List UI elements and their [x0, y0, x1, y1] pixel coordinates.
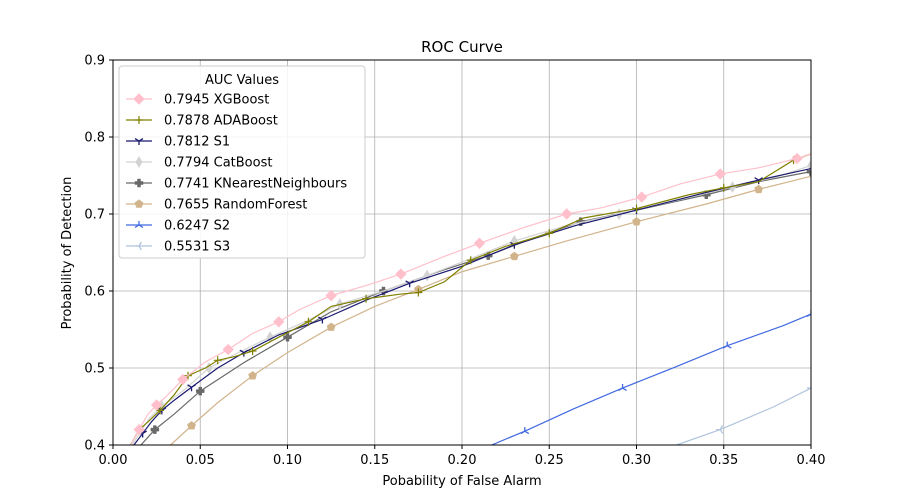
data-point-adaboost [156, 406, 165, 415]
legend-marker [134, 199, 144, 208]
x-tick-label: 0.00 [99, 453, 128, 468]
data-point-xgboost [222, 343, 234, 356]
data-point-adaboost [719, 183, 728, 192]
legend-label: 0.7794 CatBoost [164, 156, 272, 171]
data-point-s1 [405, 280, 414, 288]
data-point-adaboost [362, 294, 371, 303]
data-point-xgboost [325, 289, 337, 302]
data-point-adaboost [414, 288, 423, 297]
data-point-s2 [806, 310, 811, 318]
data-point-catboost [807, 159, 811, 172]
legend-label: 0.6247 S2 [164, 219, 230, 234]
data-point-xgboost [133, 423, 145, 436]
legend-item-catboost: 0.7794 CatBoost [126, 156, 272, 171]
legend-box [118, 65, 366, 259]
x-axis-label: Pobability of False Alarm [382, 474, 541, 489]
legend-item-s1: 0.7812 S1 [126, 135, 230, 150]
data-point-randomforest [632, 217, 641, 226]
data-point-adaboost [248, 347, 257, 356]
series-line-xgboost [129, 153, 811, 445]
data-point-s2 [520, 427, 530, 435]
data-point-xgboost [395, 268, 407, 280]
data-point-knearestneighbours [150, 425, 160, 434]
legend-label: 0.7655 RandomForest [164, 198, 307, 213]
legend-marker [135, 241, 142, 251]
legend-marker [135, 156, 143, 168]
y-tick-label: 0.7 [84, 208, 105, 223]
legend-item-xgboost: 0.7945 XGBoost [126, 93, 269, 108]
legend-item-s3: 0.5531 S3 [126, 240, 230, 255]
y-tick-label: 0.9 [84, 54, 105, 69]
data-point-adaboost [545, 229, 554, 238]
legend-marker [134, 221, 144, 228]
data-point-randomforest [187, 421, 196, 430]
x-tick-label: 0.15 [360, 453, 389, 468]
data-point-adaboost [466, 256, 475, 265]
legend-item-knearestneighbours: 0.7741 KNearestNeighbours [126, 177, 347, 192]
series-s2 [491, 310, 811, 445]
series-xgboost [129, 152, 811, 445]
y-tick-label: 0.8 [84, 131, 105, 146]
data-point-s3 [716, 425, 724, 434]
data-point-s3 [807, 386, 811, 390]
data-point-adaboost [632, 204, 641, 213]
x-tick-label: 0.35 [709, 453, 738, 468]
data-point-randomforest [326, 322, 336, 331]
data-point-randomforest [248, 371, 257, 380]
legend-item-randomforest: 0.7655 RandomForest [126, 198, 307, 213]
y-tick-label: 0.4 [84, 439, 105, 454]
y-tick-label: 0.5 [84, 362, 105, 377]
legend: AUC Values 0.7945 XGBoost 0.7878 ADABoost 0… [118, 65, 366, 259]
plot-area [129, 152, 811, 445]
series-line-s2 [491, 313, 811, 445]
data-point-xgboost [636, 191, 648, 203]
data-point-knearestneighbours [196, 386, 205, 396]
legend-label: 0.7878 ADABoost [164, 114, 278, 129]
data-point-s1 [318, 316, 327, 324]
y-tick-label: 0.6 [84, 285, 105, 300]
data-point-xgboost [473, 237, 486, 249]
x-tick-label: 0.10 [273, 453, 302, 468]
data-point-knearestneighbours [702, 190, 711, 199]
x-tick-label: 0.40 [797, 453, 826, 468]
legend-item-adaboost: 0.7878 ADABoost [126, 114, 278, 129]
data-point-randomforest [754, 184, 764, 194]
data-point-s2 [618, 384, 627, 391]
legend-item-s2: 0.6247 S2 [126, 219, 230, 234]
legend-marker [134, 138, 144, 145]
data-point-xgboost [150, 399, 163, 411]
data-point-adaboost [213, 356, 222, 365]
data-point-s1 [187, 384, 196, 392]
data-point-xgboost [273, 316, 285, 328]
legend-marker [135, 116, 143, 124]
data-point-xgboost [714, 168, 726, 180]
legend-title: AUC Values [205, 73, 279, 88]
legend-label: 0.7812 S1 [164, 135, 230, 150]
x-tick-label: 0.25 [535, 453, 564, 468]
data-point-xgboost [560, 208, 573, 220]
x-tick-label: 0.20 [448, 453, 477, 468]
data-point-xgboost [177, 373, 189, 386]
data-point-catboost [423, 269, 431, 282]
series-line-s3 [676, 387, 811, 445]
y-axis-label: Probability of Detection [60, 177, 75, 330]
legend-marker [134, 178, 144, 188]
data-point-adaboost [304, 317, 313, 326]
series-s3 [676, 386, 811, 445]
tick-labels: 0.00 0.05 0.10 0.15 0.20 0.25 0.30 0.35 0.40 0.4 0… [84, 54, 825, 469]
data-point-randomforest [509, 251, 519, 261]
data-point-s2 [722, 341, 732, 349]
x-tick-label: 0.05 [186, 453, 215, 468]
chart-title: ROC Curve [421, 38, 503, 56]
x-tick-label: 0.30 [622, 453, 651, 468]
data-point-xgboost [791, 152, 803, 165]
legend-label: 0.7945 XGBoost [164, 93, 269, 108]
legend-marker [133, 93, 145, 105]
legend-label: 0.7741 KNearestNeighbours [164, 177, 347, 192]
legend-label: 0.5531 S3 [164, 240, 230, 255]
